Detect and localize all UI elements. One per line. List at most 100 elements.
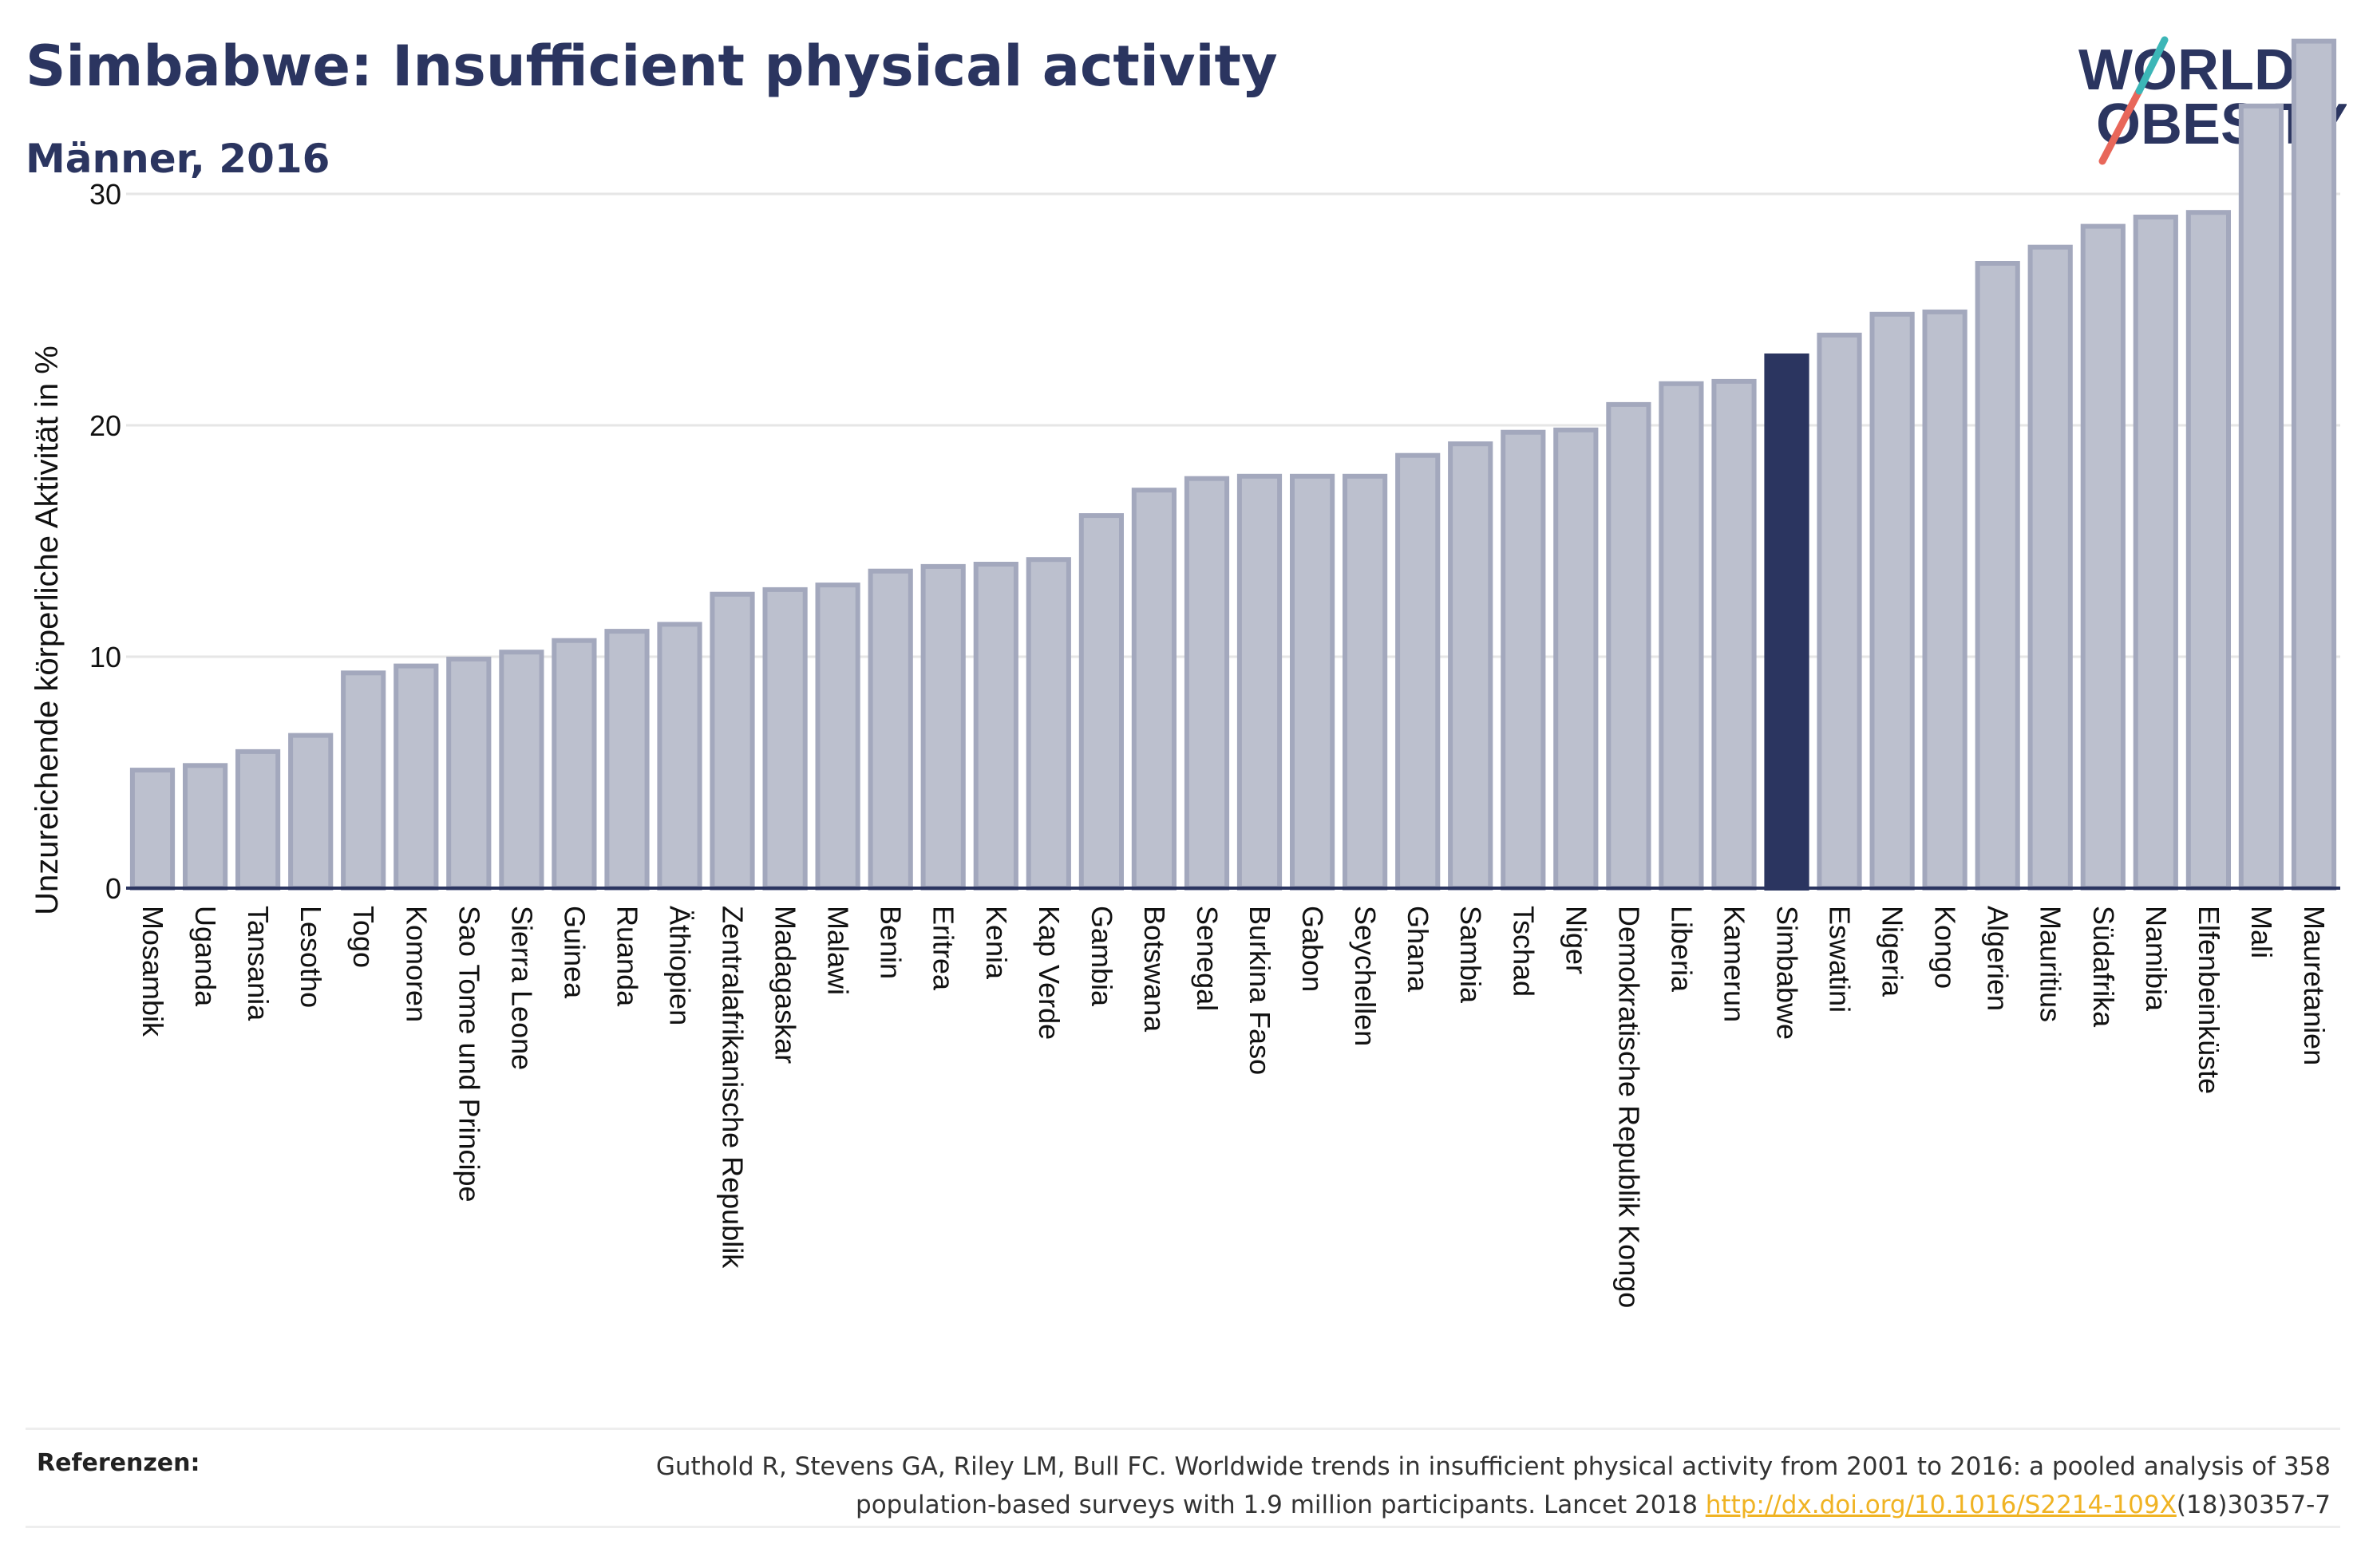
x-tick-label: Gabon [1296, 906, 1329, 992]
bar [2185, 210, 2232, 891]
x-tick-label: Liberia [1665, 906, 1698, 993]
x-tick-label: Simbabwe [1771, 906, 1804, 1040]
bar [1553, 427, 1599, 891]
x-tick-label: Ghana [1402, 906, 1434, 993]
x-tick-label: Mauritius [2035, 906, 2067, 1022]
x-tick-label: Namibia [2140, 906, 2173, 1012]
x-tick-label: Äthiopien [664, 906, 697, 1025]
bar [815, 583, 860, 891]
x-tick-label: Kap Verde [1033, 906, 1066, 1040]
x-tick-label: Guinea [558, 906, 591, 999]
x-tick-label: Ruanda [611, 906, 644, 1007]
bar [973, 562, 1018, 891]
bar-chart: 0 10 20 30 Mosambik Uganda Tansania Lesotho Tog… [30, 38, 2340, 1308]
citation-line2: population-based surveys with 1.9 millio… [856, 1491, 1706, 1519]
bar [868, 568, 913, 891]
bar [235, 748, 281, 891]
bar [1184, 476, 1230, 891]
bar [288, 733, 334, 891]
citation-line2-end: (18)30357-7 [2176, 1491, 2331, 1519]
x-tick-label: Burkina Faso [1244, 906, 1276, 1075]
x-tick-label: Elfenbeinküste [2193, 906, 2225, 1094]
citation-line1: Guthold R, Stevens GA, Riley LM, Bull FC… [655, 1452, 2331, 1481]
x-tick-label: Sao Tome und Principe [453, 906, 485, 1203]
x-tick-label: Nigeria [1877, 906, 1909, 997]
bar [129, 768, 176, 891]
x-tick-label: Malawi [822, 906, 855, 995]
y-tick-label: 0 [105, 872, 121, 905]
x-tick-label: Togo [347, 906, 380, 968]
x-tick-label: Botswana [1138, 906, 1171, 1033]
x-tick-label: Sierra Leone [505, 906, 538, 1070]
x-tick-label: Sambia [1454, 906, 1487, 1004]
bar [1448, 441, 1493, 891]
bar [552, 638, 597, 891]
x-tick-label: Südafrika [2087, 906, 2120, 1028]
bar [657, 622, 702, 891]
bar [2080, 223, 2126, 891]
x-tick-label: Kongo [1929, 906, 1962, 989]
bar [762, 587, 808, 891]
bar [1975, 261, 2020, 891]
references-label: Referenzen: [37, 1449, 200, 1477]
bar [1501, 429, 1546, 891]
bar [1659, 381, 1704, 891]
bar [1922, 309, 1968, 891]
bar [2027, 244, 2073, 891]
x-tick-label: Komoren [400, 906, 433, 1022]
x-tick-label: Lesotho [295, 906, 327, 1008]
bar [499, 650, 544, 891]
logo-line1: WORLD [2078, 38, 2296, 102]
bar [2133, 215, 2178, 891]
bars-layer [129, 38, 2337, 891]
grid-layer [126, 192, 2340, 658]
x-tick-label: Eswatini [1824, 906, 1857, 1013]
axis-layer: 0 10 20 30 [89, 178, 2340, 905]
x-tick-label: Kamerun [1718, 906, 1751, 1022]
logo-slash-red [2098, 87, 2143, 165]
footer-divider-bottom [26, 1526, 2340, 1528]
footer-divider-top [26, 1428, 2340, 1430]
labels-layer: Mosambik Uganda Tansania Lesotho Togo Komoren… [136, 906, 2331, 1308]
x-tick-label: Mauretanien [2298, 906, 2331, 1065]
y-tick-label: 30 [89, 178, 121, 211]
bar [183, 763, 228, 891]
bar [604, 629, 650, 891]
bar [1395, 452, 1441, 891]
x-tick-label: Madagaskar [769, 906, 802, 1064]
bar [1026, 557, 1071, 891]
logo-slash-teal [2135, 36, 2169, 95]
x-tick-label: Gambia [1086, 906, 1118, 1007]
y-tick-label: 20 [89, 409, 121, 442]
x-tick-label: Benin [875, 906, 908, 979]
x-tick-label: Eritrea [927, 906, 960, 991]
y-axis-label: Unzureichende körperliche Aktivität in % [30, 346, 65, 915]
x-tick-label: Mosambik [136, 906, 169, 1037]
bar-highlighted [1764, 353, 1809, 891]
bar [1290, 473, 1335, 891]
chart-title: Simbabwe: Insufficient physical activity [26, 34, 1278, 99]
bar [2291, 38, 2337, 891]
x-tick-label: Demokratische Republik Kongo [1612, 906, 1645, 1308]
references-citation: Guthold R, Stevens GA, Riley LM, Bull FC… [415, 1448, 2331, 1524]
bar [1606, 401, 1651, 891]
chart-subtitle: Männer, 2016 [26, 136, 330, 182]
bar [710, 591, 755, 891]
bar [1236, 473, 1283, 891]
bar [394, 663, 439, 891]
bar [2238, 103, 2284, 891]
bar [1078, 513, 1125, 891]
bar [341, 670, 386, 891]
x-tick-label: Niger [1560, 906, 1592, 974]
doi-link[interactable]: http://dx.doi.org/10.1016/S2214-109X [1705, 1491, 2177, 1519]
bar [1869, 311, 1915, 891]
bar [1343, 473, 1388, 891]
x-tick-label: Uganda [189, 906, 222, 1007]
x-tick-label: Seychellen [1349, 906, 1382, 1046]
x-tick-label: Algerien [1982, 906, 2015, 1011]
bar [1131, 488, 1177, 891]
x-tick-label: Zentralafrikanische Republik [717, 906, 749, 1269]
bar [920, 563, 966, 891]
bar [1817, 332, 1862, 891]
bar [446, 656, 492, 891]
